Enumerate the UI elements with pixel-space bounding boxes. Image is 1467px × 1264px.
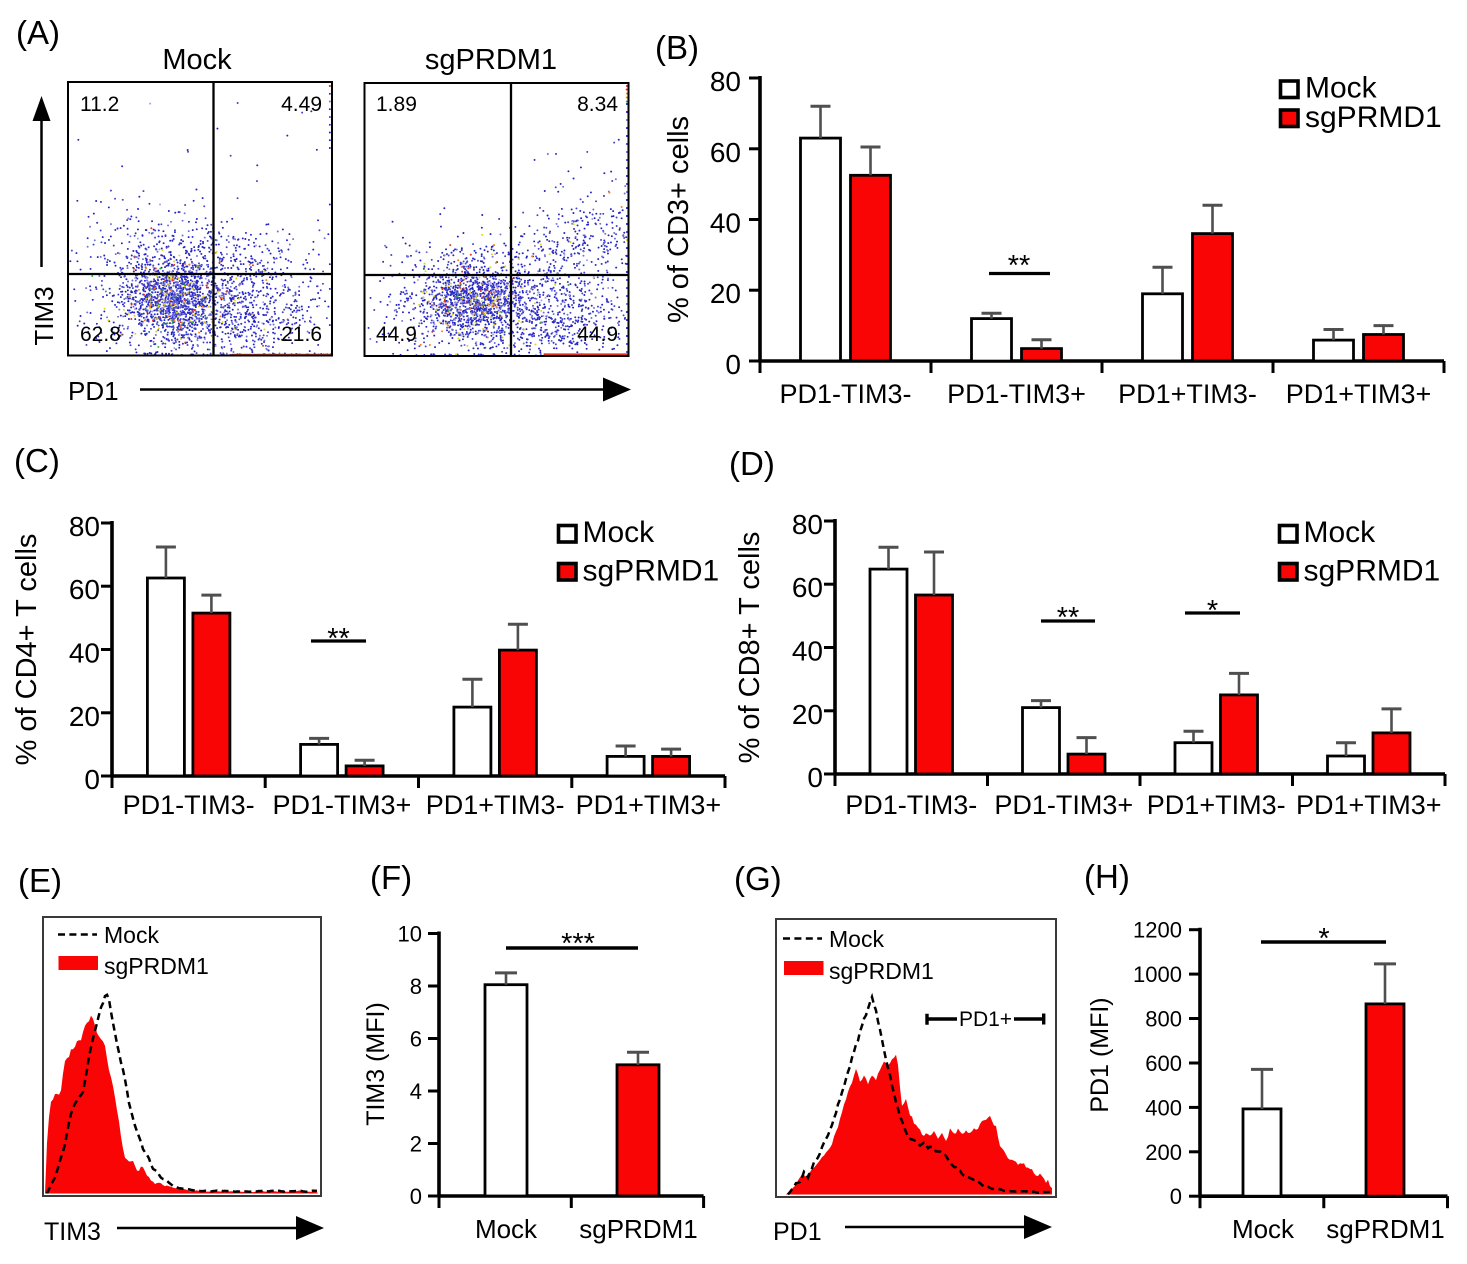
svg-text:1200: 1200 [1133,918,1182,943]
svg-text:80: 80 [710,66,741,97]
svg-text:(G): (G) [734,860,782,897]
svg-text:40: 40 [710,208,741,239]
svg-text:TIM3 (MFI): TIM3 (MFI) [362,1002,390,1126]
svg-text:Mock: Mock [1232,1214,1295,1244]
svg-text:PD1-TIM3+: PD1-TIM3+ [994,790,1133,820]
svg-text:6: 6 [410,1027,422,1052]
svg-text:PD1+TIM3-: PD1+TIM3- [426,790,565,820]
svg-text:8.34: 8.34 [577,93,618,116]
svg-text:Mock: Mock [583,516,656,549]
svg-text:% of CD3+ cells: % of CD3+ cells [663,116,695,323]
svg-text:(E): (E) [18,862,62,899]
svg-text:PD1+TIM3+: PD1+TIM3+ [1296,790,1442,820]
svg-text:11.2: 11.2 [80,93,119,116]
svg-text:(D): (D) [729,445,775,482]
svg-text:20: 20 [710,278,741,309]
svg-text:0: 0 [410,1184,422,1209]
svg-text:8: 8 [410,974,422,999]
svg-text:sgPRDM1: sgPRDM1 [1326,1214,1444,1244]
svg-text:80: 80 [69,511,100,542]
svg-text:10: 10 [398,922,422,947]
svg-text:40: 40 [792,636,823,667]
svg-text:sgPRDM1: sgPRDM1 [579,1214,697,1244]
svg-text:*: * [1318,923,1329,955]
svg-text:**: ** [327,623,350,655]
svg-text:sgPRDM1: sgPRDM1 [829,958,934,984]
svg-text:(H): (H) [1084,858,1130,895]
svg-text:Mock: Mock [829,926,884,952]
svg-text:(C): (C) [14,442,60,479]
svg-text:% of CD4+ T cells: % of CD4+ T cells [11,534,43,766]
svg-text:200: 200 [1145,1140,1182,1165]
svg-text:4.49: 4.49 [281,93,322,116]
svg-text:TIM3: TIM3 [44,1218,101,1246]
svg-text:21.6: 21.6 [281,323,322,346]
svg-text:PD1-TIM3+: PD1-TIM3+ [947,379,1086,409]
svg-text:TIM3: TIM3 [29,286,59,345]
svg-text:% of CD8+ T cells: % of CD8+ T cells [734,532,766,764]
svg-text:(B): (B) [655,29,699,66]
svg-text:sgPRMD1: sgPRMD1 [1304,555,1441,588]
svg-text:600: 600 [1145,1051,1182,1076]
svg-text:20: 20 [69,701,100,732]
svg-text:2: 2 [410,1132,422,1157]
svg-text:800: 800 [1145,1007,1182,1032]
svg-text:0: 0 [725,349,741,380]
svg-text:60: 60 [792,572,823,603]
svg-text:(F): (F) [370,859,412,896]
svg-text:PD1-TIM3-: PD1-TIM3- [123,790,255,820]
svg-text:60: 60 [69,574,100,605]
svg-text:(A): (A) [16,14,60,51]
svg-text:PD1: PD1 [68,376,119,406]
svg-text:PD1+TIM3+: PD1+TIM3+ [1286,379,1432,409]
svg-text:PD1+: PD1+ [959,1008,1012,1031]
svg-text:4: 4 [410,1079,422,1104]
svg-text:**: ** [1008,250,1031,282]
svg-text:40: 40 [69,638,100,669]
svg-text:0: 0 [807,762,823,793]
svg-text:44.9: 44.9 [376,323,417,346]
svg-text:62.8: 62.8 [80,323,121,346]
svg-text:20: 20 [792,699,823,730]
svg-text:44.9: 44.9 [577,323,618,346]
svg-text:sgPRMD1: sgPRMD1 [583,555,720,588]
svg-text:PD1-TIM3-: PD1-TIM3- [779,379,911,409]
svg-text:PD1-TIM3-: PD1-TIM3- [845,790,977,820]
svg-text:80: 80 [792,509,823,540]
svg-text:Mock: Mock [475,1214,538,1244]
svg-text:1.89: 1.89 [376,93,417,116]
svg-text:***: *** [561,928,595,960]
svg-text:PD1+TIM3-: PD1+TIM3- [1118,379,1257,409]
svg-text:*: * [1207,595,1218,627]
svg-text:PD1+TIM3-: PD1+TIM3- [1147,790,1286,820]
svg-text:400: 400 [1145,1095,1182,1120]
svg-text:**: ** [1057,602,1080,634]
svg-text:PD1+TIM3+: PD1+TIM3+ [576,790,722,820]
svg-text:Mock: Mock [1304,516,1377,549]
svg-text:Mock: Mock [104,922,159,948]
svg-text:sgPRDM1: sgPRDM1 [425,44,557,76]
svg-text:sgPRDM1: sgPRDM1 [104,953,209,979]
svg-text:PD1 (MFI): PD1 (MFI) [1086,997,1114,1112]
svg-text:PD1-TIM3+: PD1-TIM3+ [273,790,412,820]
svg-text:Mock: Mock [1305,72,1378,105]
svg-text:1000: 1000 [1133,962,1182,987]
svg-text:Mock: Mock [162,44,232,76]
svg-text:0: 0 [84,764,100,795]
svg-text:sgPRMD1: sgPRMD1 [1305,101,1442,134]
svg-text:60: 60 [710,137,741,168]
svg-text:0: 0 [1170,1184,1182,1209]
svg-text:PD1: PD1 [773,1218,822,1246]
